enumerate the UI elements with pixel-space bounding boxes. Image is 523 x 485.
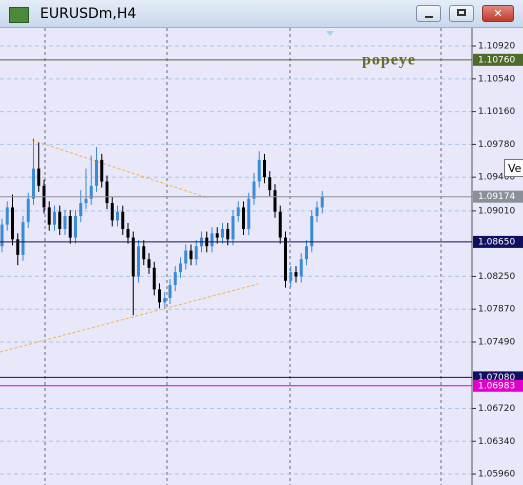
candle-body [53,211,56,225]
candle-body [173,272,177,286]
candle-body [289,272,293,281]
candle-body [5,207,9,225]
y-tick-label: 1.09010 [478,206,515,216]
y-tick-label: 1.10920 [478,42,515,52]
candle-body [221,228,224,238]
candle-body [315,207,319,217]
candle-body [105,181,109,204]
candle-body [242,207,245,229]
candle-body [163,298,167,303]
candle-body [116,211,119,221]
candle-body [263,159,266,178]
title-bar: EURUSDm,H4 ✕ [0,0,523,28]
candle-body [247,198,251,229]
candle-body [194,246,198,260]
candle-body [236,207,240,217]
candle-body [158,289,161,303]
window-title: EURUSDm,H4 [40,6,137,22]
candle-body [58,211,62,229]
candle-body [278,211,282,238]
candle-body [100,159,104,182]
price-level-label: 1.06983 [478,381,515,391]
y-tick-label: 1.05960 [478,470,515,480]
y-tick-label: 1.10540 [478,74,515,84]
candle-body [226,228,230,240]
candle-body [257,159,261,182]
price-level-label: 1.07080 [478,373,515,383]
y-tick-label: 1.07490 [478,338,515,348]
price-level-box [473,235,523,248]
close-button[interactable]: ✕ [482,5,514,22]
candle-body [294,272,298,277]
candle-body [11,207,14,240]
candle-body [284,237,287,281]
y-tick-label: 1.08250 [478,272,515,282]
candle-body [126,228,130,238]
y-tick-label: 1.10160 [478,107,515,117]
trend-line [31,139,209,199]
price-grid [0,45,472,475]
y-tick-label: 1.09780 [478,140,515,150]
window-icon [9,7,29,23]
minimize-button[interactable] [416,5,441,22]
chart: popeye 1.109201.105401.101601.097801.094… [0,28,523,485]
candle-body [147,259,151,268]
price-level-label: 1.08650 [478,237,515,247]
price-level-label: 1.10760 [478,55,515,65]
candle-body [63,216,67,229]
price-level-box [473,379,523,392]
candle-body [179,263,182,273]
candle-body [305,246,308,260]
candle-body [210,233,214,247]
candle-body [79,203,83,217]
candle-body [299,259,303,277]
candle-body [189,250,193,260]
price-level-box [473,53,523,66]
candle-body [131,237,135,277]
candle-body [268,177,272,191]
y-tick-label: 1.06340 [478,437,515,447]
candle-body [89,185,93,199]
candle-body [137,246,140,277]
candle-body [47,207,51,225]
candle-body [32,168,35,199]
chart-shift-marker [326,31,334,36]
price-level-box [473,190,523,203]
candle-body [121,211,125,229]
candle-body [95,159,98,186]
candle-body [74,216,77,238]
candle-body [152,267,156,290]
candle-body [16,239,20,255]
trend-line [0,283,259,353]
candle-body [184,250,188,264]
candle-body [0,224,4,247]
candle-body [168,285,172,299]
candle-body [142,246,146,260]
candle-body [215,233,219,238]
candle-body [21,222,25,255]
y-tick-label: 1.07870 [478,305,515,315]
candle-body [310,216,314,247]
candle-body [110,203,114,221]
candle-body [68,216,72,238]
candle-body [273,190,277,212]
candle-body [37,168,41,186]
y-tick-label: 1.06720 [478,404,515,414]
chart-background [0,28,523,485]
candle-body [252,181,256,199]
candle-body [26,198,30,223]
maximize-button[interactable] [449,5,474,22]
tooltip: Ve [504,159,523,177]
price-level-label: 1.09174 [478,192,515,202]
candle-body [84,198,88,204]
candle-body [231,216,235,240]
candle-body [320,197,324,208]
y-tick-label: 1.09400 [478,173,515,183]
